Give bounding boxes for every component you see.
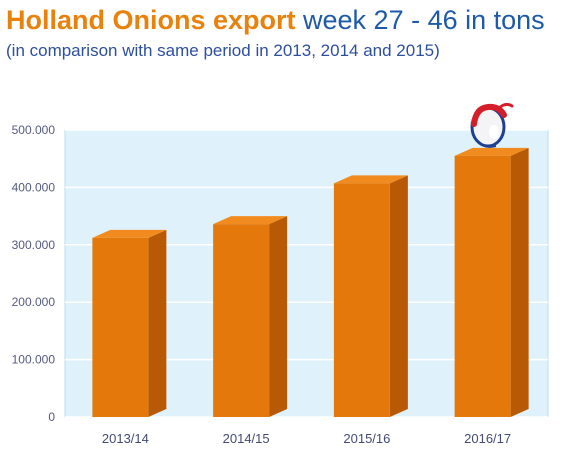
bar — [454, 147, 529, 417]
chart-title: Holland Onions export week 27 - 46 in to… — [6, 4, 545, 36]
bar-front — [213, 224, 270, 417]
bar-side — [389, 175, 408, 417]
bar-side — [510, 147, 529, 417]
y-tick-label: 100.000 — [12, 353, 56, 367]
y-tick-label: 200.000 — [12, 295, 56, 309]
bar-front — [92, 237, 149, 417]
x-axis: 2013/14 2014/15 2015/16 2016/17 — [102, 431, 511, 446]
bar — [92, 229, 167, 417]
bar-side — [148, 229, 167, 417]
bar-top — [92, 229, 167, 238]
x-tick-label: 2013/14 — [102, 431, 149, 446]
y-tick-label: 0 — [48, 410, 55, 424]
y-tick-label: 500.000 — [12, 123, 56, 137]
chart-subtitle: (in comparison with same period in 2013,… — [6, 41, 440, 60]
bar-top — [213, 216, 288, 225]
bar-top — [333, 175, 408, 184]
y-axis: 0 100.000 200.000 300.000 400.000 500.000 — [12, 123, 56, 424]
bar-top — [454, 147, 529, 156]
bar — [213, 216, 288, 417]
bar — [333, 175, 408, 417]
chart-title-bold: Holland Onions export — [6, 5, 296, 35]
bar-front — [454, 155, 511, 417]
bars — [92, 147, 529, 417]
y-tick-label: 300.000 — [12, 238, 56, 252]
x-tick-label: 2016/17 — [464, 431, 511, 446]
x-tick-label: 2015/16 — [343, 431, 390, 446]
onion-mascot-icon — [470, 102, 514, 148]
bar-side — [269, 216, 288, 417]
bar-front — [333, 183, 390, 417]
y-tick-label: 400.000 — [12, 180, 56, 194]
chart-title-rest: week 27 - 46 in tons — [295, 5, 545, 35]
x-tick-label: 2014/15 — [223, 431, 270, 446]
